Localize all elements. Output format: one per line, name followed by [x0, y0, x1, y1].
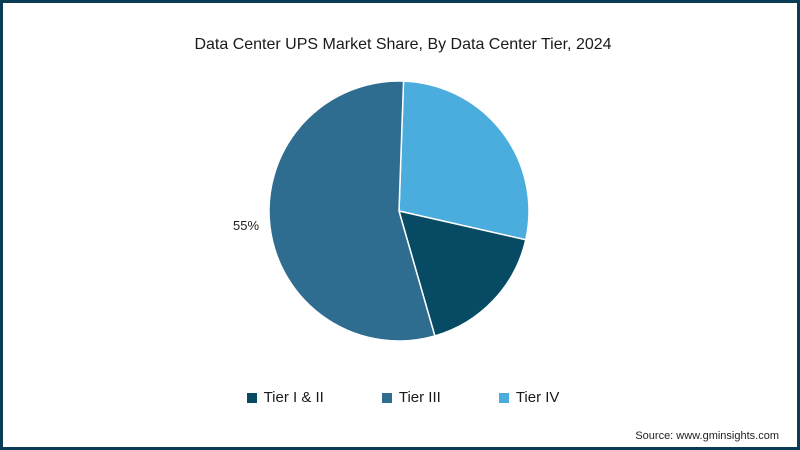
pie-slice-tier-iii — [268, 80, 436, 342]
legend-swatch-tier-iii — [381, 392, 392, 403]
legend-label-tier-iv: Tier IV — [515, 389, 560, 406]
legend: Tier I & II Tier III Tier IV — [3, 389, 800, 406]
legend-label-tier-i-ii: Tier I & II — [263, 389, 324, 406]
legend-swatch-tier-i-ii — [246, 392, 257, 403]
legend-swatch-tier-iv — [498, 392, 509, 403]
pie-slice-tier-iv — [398, 80, 530, 241]
slice-label-tier-iii: 55% — [233, 218, 259, 233]
legend-item-tier-iii: Tier III — [381, 389, 441, 406]
legend-item-tier-i-ii: Tier I & II — [246, 389, 324, 406]
source-note: Source: www.gminsights.com — [635, 430, 779, 442]
pie-chart: 55% — [233, 80, 530, 342]
legend-label-tier-iii: Tier III — [398, 389, 441, 406]
legend-item-tier-iv: Tier IV — [498, 389, 560, 406]
chart-title: Data Center UPS Market Share, By Data Ce… — [194, 36, 612, 53]
pie-slice-tier-i-ii — [397, 209, 527, 337]
